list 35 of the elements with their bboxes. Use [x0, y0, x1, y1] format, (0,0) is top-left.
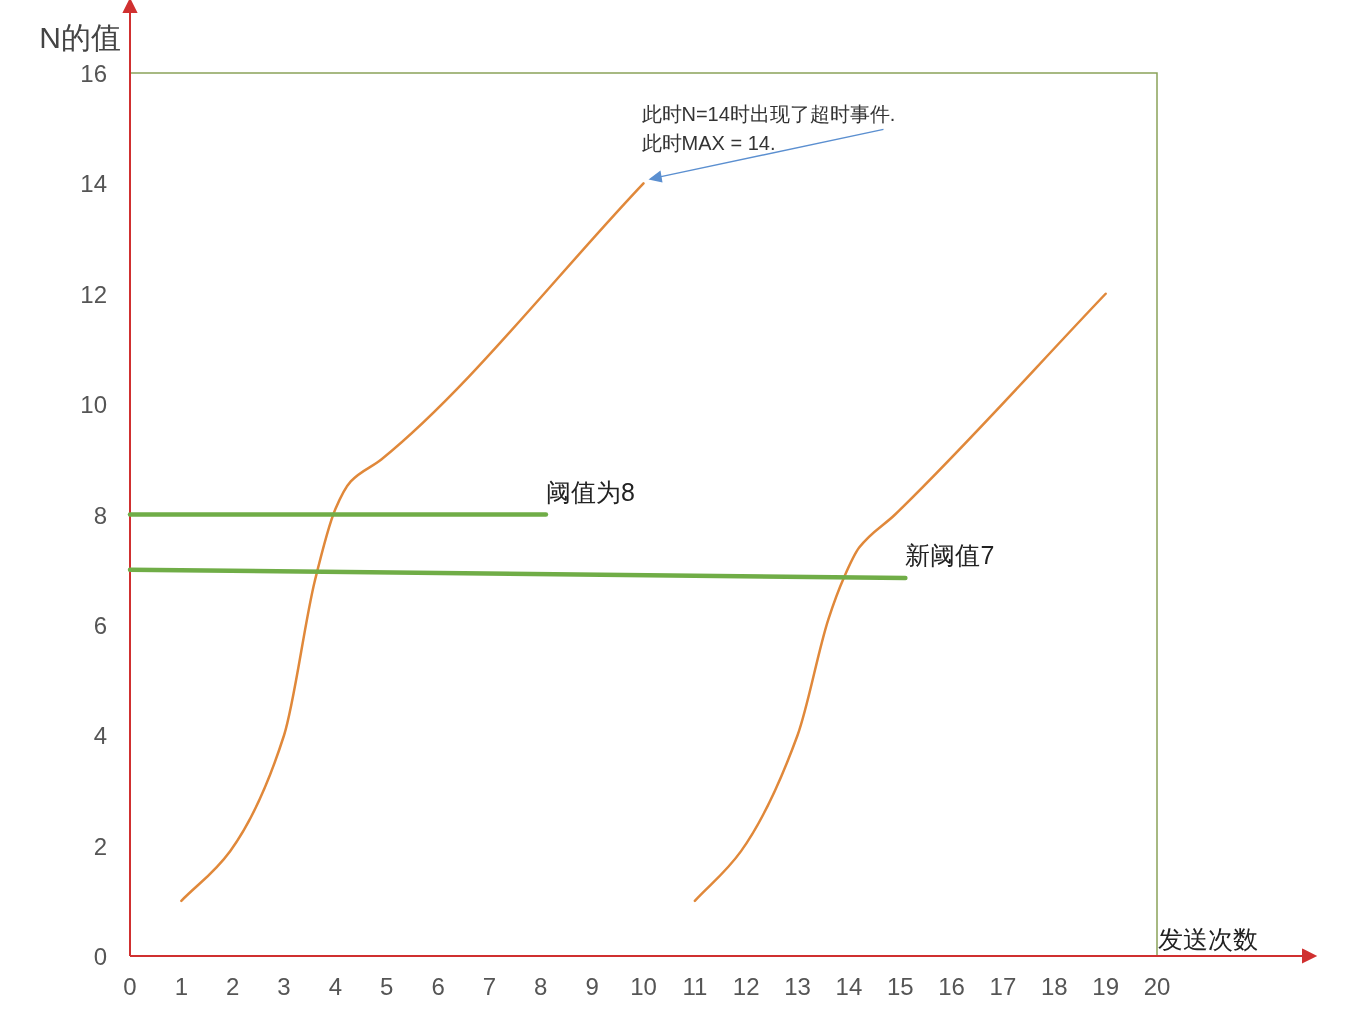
x-tick-label: 13: [784, 973, 811, 1000]
x-tick-label: 3: [277, 973, 291, 1000]
x-tick-label: 12: [732, 973, 760, 1000]
x-tick-label: 8: [534, 973, 548, 1000]
x-axis-title: 发送次数: [1158, 925, 1258, 953]
x-tick-label: 5: [380, 973, 394, 1000]
y-tick-label: 8: [93, 501, 107, 529]
x-tick-label: 10: [630, 973, 657, 1000]
series-label: 阈值为8: [545, 477, 635, 506]
y-tick-label: 0: [93, 943, 107, 970]
x-tick-label: 17: [989, 973, 1017, 1000]
x-tick-label: 20: [1143, 973, 1171, 1000]
series-label: 新阈值7: [905, 540, 995, 569]
x-tick-label: 7: [482, 973, 497, 1000]
y-tick-label: 10: [80, 391, 107, 419]
y-tick-label: 14: [80, 170, 107, 198]
x-tick-label: 19: [1092, 973, 1119, 1000]
x-tick-label: 18: [1040, 973, 1068, 1000]
y-tick-label: 4: [93, 722, 107, 750]
x-tick-label: 1: [174, 973, 189, 1000]
y-axis-title: N的值: [39, 21, 121, 54]
y-tick-label: 16: [80, 60, 107, 87]
x-tick-label: 14: [835, 973, 863, 1000]
x-tick-label: 11: [682, 973, 708, 1000]
x-tick-label: 0: [123, 973, 137, 1000]
y-tick-label: 6: [93, 611, 107, 639]
annotation: 此时N=14时出现了超时事件. 此时MAX = 14.: [641, 103, 896, 155]
y-tick-label: 12: [80, 280, 107, 308]
x-tick-label: 4: [328, 973, 343, 1000]
y-tick-label: 2: [93, 832, 107, 860]
x-tick-label: 15: [886, 973, 914, 1000]
x-tick-label: 6: [431, 973, 445, 1000]
x-tick-label: 16: [938, 973, 965, 1000]
x-tick-label: 9: [585, 973, 599, 1000]
x-tick-label: 2: [226, 973, 240, 1000]
